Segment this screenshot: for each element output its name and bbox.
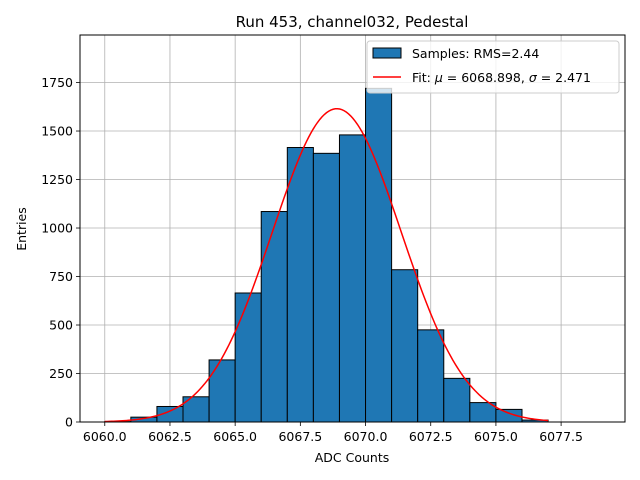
legend: Samples: RMS=2.44 Fit: μ = 6068.898, σ =… [366,40,620,94]
x-tick-label: 6072.5 [409,429,453,444]
chart-title: Run 453, channel032, Pedestal [236,13,469,31]
y-tick-label: 1250 [41,172,73,187]
plot-frame [79,34,626,423]
x-tick-label: 6065.0 [213,429,257,444]
x-tick-label: 6077.5 [539,429,583,444]
x-axis-ticks: 6060.0 6062.5 6065.0 6067.5 6070.0 6072.5 6075… [83,422,583,444]
histogram-bar [312,152,340,423]
histogram-bars [104,87,549,423]
fit-curve-group [104,107,549,423]
gaussian-fit-curve [104,107,549,423]
legend-fit-label: Fit: μ = 6068.898, σ = 2.471 [412,70,591,85]
x-tick-label: 6060.0 [83,429,127,444]
histogram-bar [260,211,288,423]
y-tick-label: 1500 [41,124,73,139]
histogram-bar [286,147,314,423]
y-tick-label: 1750 [41,75,73,90]
histogram-bar [391,269,419,423]
histogram-bar [365,87,393,423]
y-tick-label: 500 [49,318,73,333]
x-axis-label: ADC Counts [315,450,390,465]
x-tick-label: 6075.0 [474,429,518,444]
x-tick-label: 6070.0 [344,429,388,444]
y-tick-label: 0 [65,415,73,430]
x-tick-label: 6067.5 [278,429,322,444]
histogram-bar [417,329,445,423]
legend-histogram-swatch [372,47,402,59]
histogram-bar [338,134,367,423]
y-axis-label: Entries [14,207,29,251]
histogram-bar [234,292,262,423]
histogram-bar [208,359,236,423]
y-tick-label: 250 [49,366,73,381]
legend-histogram-label: Samples: RMS=2.44 [412,46,539,61]
x-tick-label: 6062.5 [148,429,192,444]
y-tick-label: 1000 [41,221,73,236]
histogram-bar [443,377,471,423]
legend-frame [366,40,620,94]
y-tick-label: 750 [49,269,73,284]
y-axis-ticks: 0 250 500 750 1000 1250 1500 1750 [41,75,80,430]
